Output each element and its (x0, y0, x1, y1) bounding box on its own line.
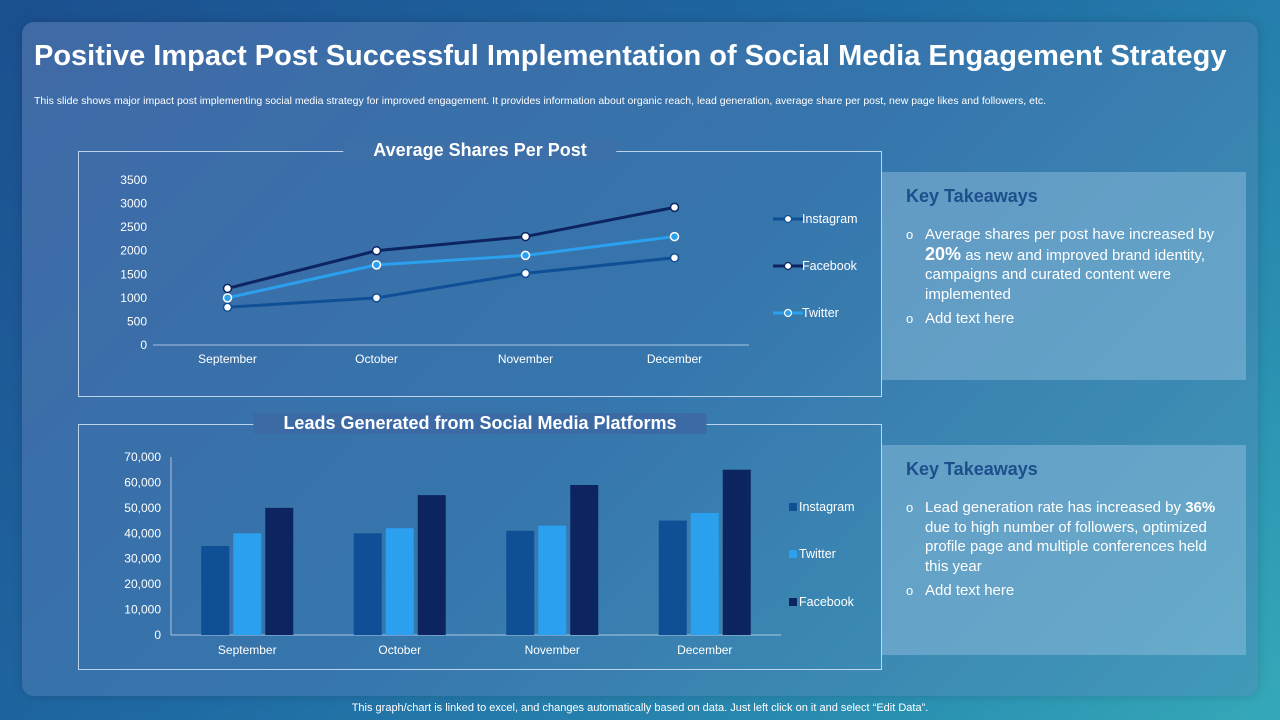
legend-label-facebook: Facebook (799, 595, 855, 609)
takeaways-shares: Key Takeaways o Average shares per post … (882, 172, 1246, 380)
takeaway-item: o Add text here (906, 581, 1228, 601)
x-tick-label: October (355, 352, 398, 366)
y-tick-label: 2500 (120, 220, 147, 234)
legend-marker-twitter (783, 308, 793, 318)
series-line-facebook (227, 205, 675, 290)
x-tick-label: November (525, 643, 580, 657)
bullet-circle-icon: o (906, 311, 914, 326)
takeaway-placeholder-text[interactable]: Add text here (925, 310, 1015, 327)
legend-swatch-facebook (789, 598, 797, 606)
data-point-twitter (669, 231, 680, 242)
bar-facebook (265, 507, 294, 635)
y-tick-label: 3000 (120, 197, 147, 211)
takeaways-heading: Key Takeaways (906, 186, 1038, 206)
data-point-facebook (371, 245, 382, 256)
bar-instagram (353, 533, 382, 635)
takeaway-item: o Average shares per post have increased… (906, 225, 1228, 304)
bullet-circle-icon: o (906, 583, 914, 598)
takeaways-list: o Average shares per post have increased… (906, 225, 1228, 334)
shares-chart-title: Average Shares Per Post (343, 140, 617, 161)
slide-subtitle: This slide shows major impact post imple… (34, 95, 1047, 107)
data-point-twitter (222, 293, 233, 303)
x-tick-label: December (677, 643, 732, 657)
data-point-twitter (371, 260, 382, 270)
takeaway-placeholder-text[interactable]: Add text here (925, 582, 1015, 599)
bar-twitter (690, 512, 719, 635)
legend-marker-instagram (783, 214, 793, 224)
y-tick-label: 3500 (120, 173, 147, 187)
leads-chart-title: Leads Generated from Social Media Platfo… (253, 413, 707, 434)
x-tick-label: September (198, 352, 257, 366)
shares-line-chart[interactable]: 0 500 1000 1500 2000 2500 3000 3500 September Oct… (79, 152, 881, 396)
bar-facebook (722, 469, 751, 635)
takeaway-text-pre: Lead generation rate has increased by (925, 499, 1182, 516)
takeaways-list: o Lead generation rate has increased by … (906, 498, 1228, 606)
data-point-facebook (520, 231, 531, 242)
y-tick-label: 0 (154, 628, 161, 642)
y-tick-label: 70,000 (124, 450, 161, 464)
data-point-facebook (222, 283, 233, 294)
bar-facebook (570, 484, 599, 635)
y-tick-label: 50,000 (124, 501, 161, 515)
leads-chart-box[interactable]: 0 10,000 20,000 30,000 40,000 50,000 60,000 70,… (78, 413, 882, 670)
y-tick-label: 500 (127, 314, 147, 328)
data-point-twitter (520, 250, 531, 261)
takeaways-heading: Key Takeaways (906, 459, 1038, 479)
legend-swatch-instagram (789, 503, 797, 511)
shares-chart-box[interactable]: 0 500 1000 1500 2000 2500 3000 3500 September Oct… (78, 140, 882, 397)
legend-marker-facebook (783, 261, 793, 271)
legend-label-instagram: Instagram (799, 500, 855, 514)
legend-label-twitter: Twitter (802, 306, 839, 320)
x-tick-label: September (218, 643, 277, 657)
takeaway-highlight: 20% (925, 243, 962, 264)
y-tick-label: 30,000 (124, 552, 161, 566)
y-tick-label: 20,000 (124, 577, 161, 591)
legend-swatch-twitter (789, 550, 797, 558)
bar-instagram (506, 530, 535, 635)
bar-instagram (658, 520, 687, 635)
x-tick-label: December (647, 352, 702, 366)
footer-note: This graph/chart is linked to excel, and… (351, 702, 929, 714)
bullet-circle-icon: o (906, 227, 914, 242)
bar-twitter (385, 528, 414, 635)
data-point-facebook (669, 202, 680, 213)
takeaway-text-post: due to high number of followers, optimiz… (925, 518, 1207, 575)
x-tick-label: October (378, 643, 421, 657)
data-point-instagram (520, 268, 531, 279)
x-tick-label: November (498, 352, 553, 366)
data-point-instagram (371, 293, 382, 303)
data-point-instagram (669, 253, 680, 263)
takeaway-highlight: 36% (1185, 499, 1216, 516)
bar-instagram (201, 546, 230, 635)
series-line-twitter (227, 235, 675, 300)
y-tick-label: 2000 (120, 244, 147, 258)
y-tick-label: 40,000 (124, 526, 161, 540)
slide-title: Positive Impact Post Successful Implemen… (34, 40, 1227, 72)
leads-bar-chart[interactable]: 0 10,000 20,000 30,000 40,000 50,000 60,000 70,… (79, 425, 881, 669)
bullet-circle-icon: o (906, 500, 914, 515)
legend-label-twitter: Twitter (799, 547, 836, 561)
takeaway-item: o Add text here (906, 309, 1228, 329)
series-line-instagram (227, 256, 675, 309)
legend-label-facebook: Facebook (802, 259, 858, 273)
y-tick-label: 10,000 (124, 603, 161, 617)
data-point-instagram (222, 302, 233, 313)
bar-twitter (538, 525, 567, 635)
legend-label-instagram: Instagram (802, 212, 858, 226)
bar-facebook (417, 495, 446, 635)
y-tick-label: 1500 (120, 267, 147, 281)
takeaway-text-pre: Average shares per post have increased b… (925, 226, 1215, 243)
y-tick-label: 60,000 (124, 475, 161, 489)
bar-twitter (233, 533, 262, 635)
y-tick-label: 1000 (120, 291, 147, 305)
takeaway-text-post: as new and improved brand identity, camp… (925, 246, 1206, 303)
y-tick-label: 0 (140, 338, 147, 352)
takeaway-item: o Lead generation rate has increased by … (906, 498, 1228, 576)
takeaways-leads: Key Takeaways o Lead generation rate has… (882, 445, 1246, 655)
